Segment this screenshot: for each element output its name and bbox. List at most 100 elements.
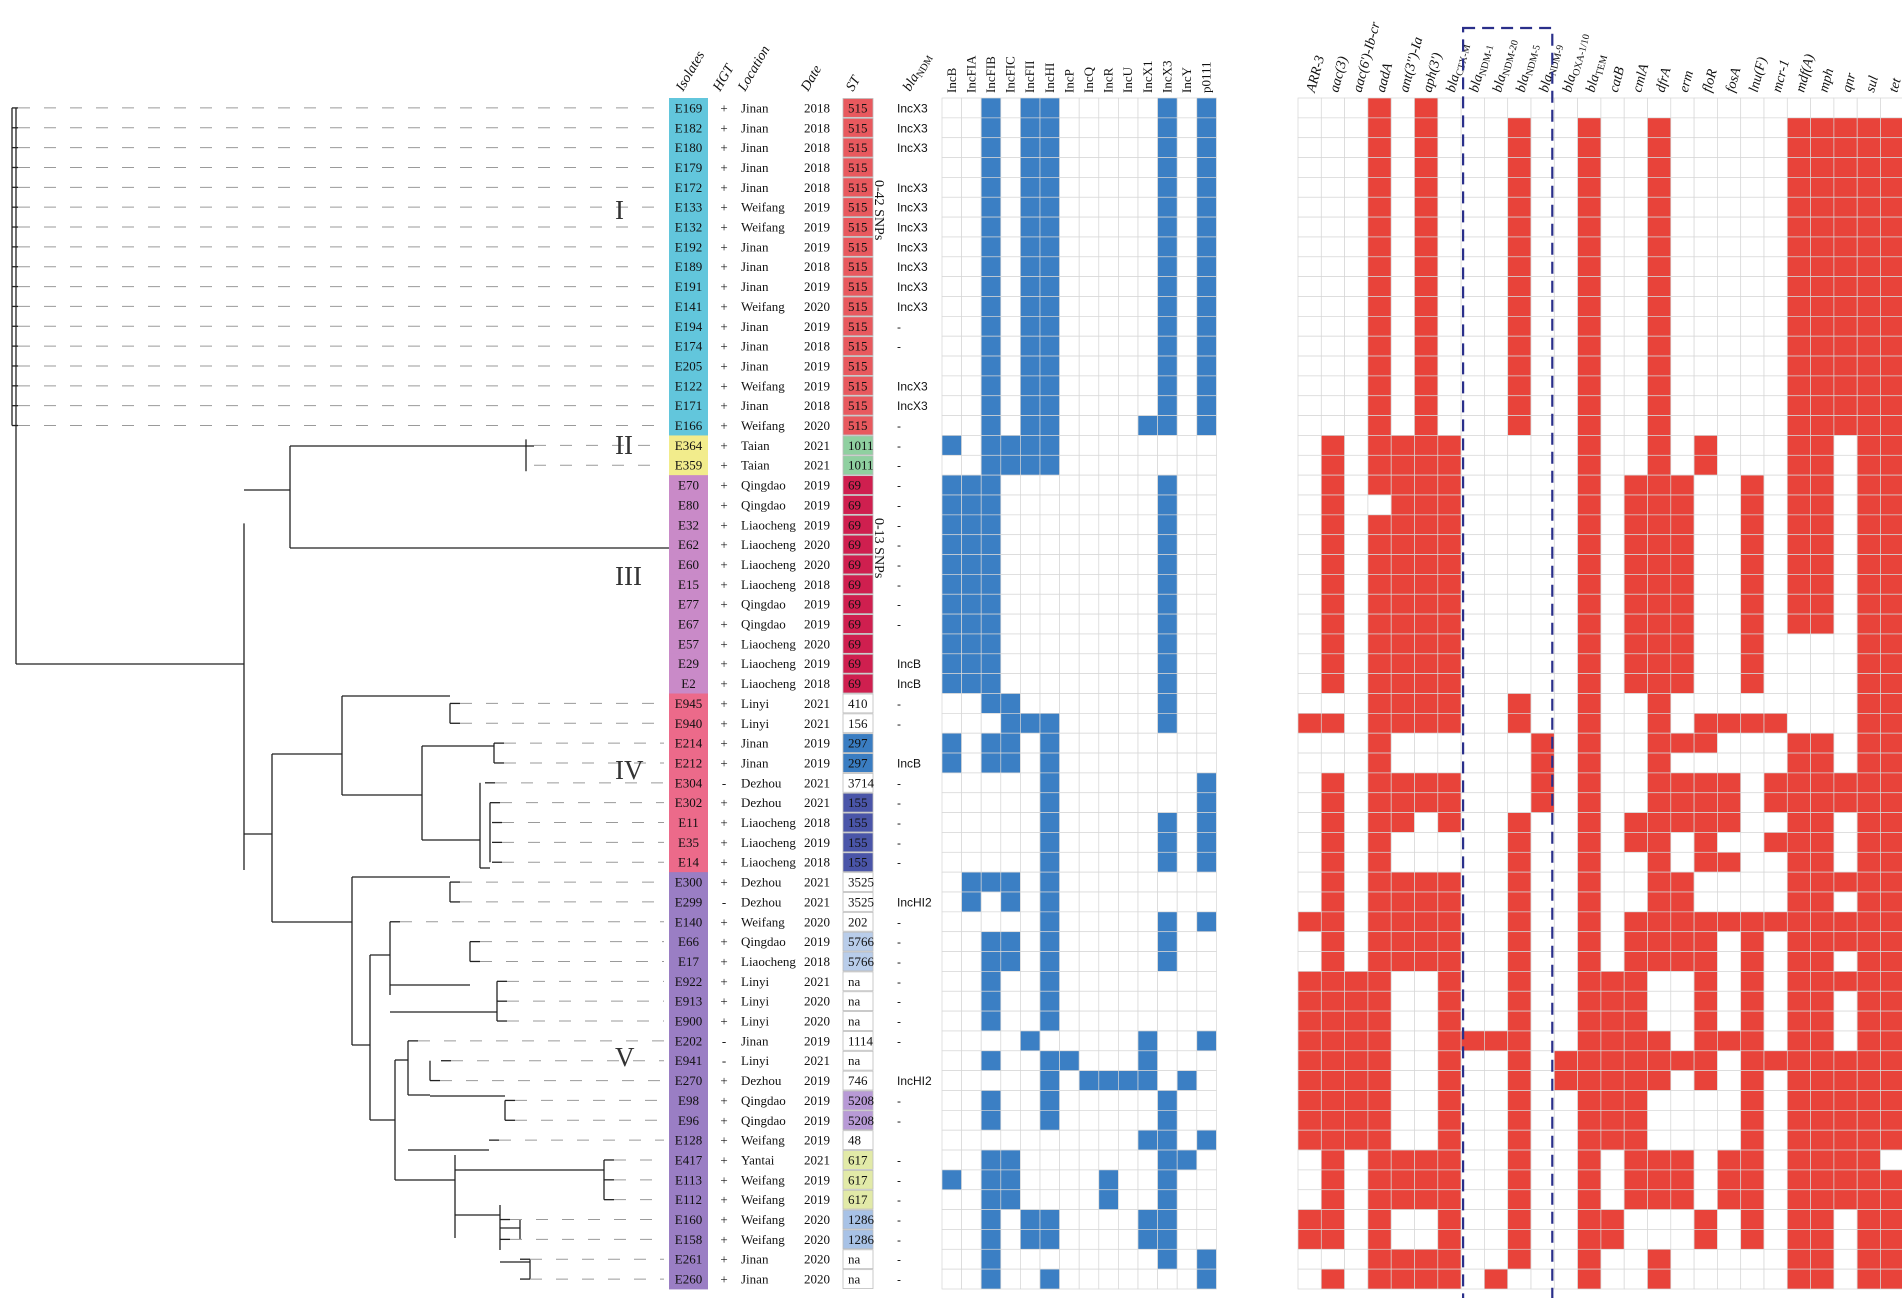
heatmap-cell-absent xyxy=(1344,1229,1369,1250)
heatmap-cell-absent xyxy=(1000,593,1021,615)
isolate-label: E214 xyxy=(675,736,703,751)
heatmap-cell-absent xyxy=(1484,216,1509,238)
heatmap-cell-absent xyxy=(1297,792,1322,813)
heatmap-cell-absent xyxy=(1000,673,1021,694)
hgt-value: + xyxy=(720,259,727,274)
heatmap-cell-present xyxy=(1196,355,1217,377)
heatmap-cell-present xyxy=(1880,931,1902,952)
heatmap-cell-absent xyxy=(1717,454,1742,476)
heatmap-cell-present xyxy=(1157,355,1178,377)
heatmap-cell-absent xyxy=(1176,435,1198,456)
st-value: 515 xyxy=(848,120,868,135)
heatmap-cell-present xyxy=(1157,693,1178,714)
heatmap-cell-present xyxy=(941,554,962,575)
heatmap-cell-absent xyxy=(1297,276,1322,297)
header-plasmid-part: IncR xyxy=(1101,67,1116,93)
st-value: 69 xyxy=(848,617,861,632)
heatmap-cell-absent xyxy=(1059,832,1080,853)
heatmap-cell-present xyxy=(1786,1229,1811,1250)
heatmap-cell-present xyxy=(1367,593,1392,615)
heatmap-cell-absent xyxy=(1059,454,1080,476)
heatmap-cell-present xyxy=(1320,534,1345,555)
heatmap-cell-absent xyxy=(1137,613,1158,635)
heatmap-cell-present xyxy=(1437,1229,1462,1250)
date-value: 2019 xyxy=(804,1113,830,1128)
heatmap-cell-absent xyxy=(1078,236,1100,258)
heatmap-cell-absent xyxy=(1553,256,1578,277)
heatmap-cell-absent xyxy=(1437,256,1462,277)
heatmap-cell-absent xyxy=(941,871,962,893)
heatmap-cell-absent xyxy=(1460,335,1485,357)
heatmap-cell-present xyxy=(1786,117,1811,139)
heatmap-cell-absent xyxy=(1176,1248,1198,1270)
st-cell-bg xyxy=(842,415,874,436)
heatmap-cell-absent xyxy=(1507,454,1532,476)
heatmap-cell-present xyxy=(1137,1070,1158,1091)
heatmap-cell-present xyxy=(1833,1050,1858,1072)
isolate-label: E60 xyxy=(678,557,699,572)
heatmap-cell-absent xyxy=(1623,137,1648,158)
heatmap-cell-present xyxy=(1670,514,1695,536)
heatmap-cell-absent xyxy=(1196,593,1217,615)
heatmap-cell-absent xyxy=(1118,990,1139,1012)
heatmap-cell-absent xyxy=(1833,693,1858,714)
heatmap-cell-present xyxy=(1196,832,1217,853)
heatmap-cell-absent xyxy=(1484,415,1509,436)
heatmap-cell-present xyxy=(1039,454,1060,476)
heatmap-cell-present xyxy=(1507,1209,1532,1230)
heatmap-cell-absent xyxy=(1118,474,1139,496)
heatmap-cell-absent xyxy=(1078,395,1100,416)
heatmap-cell-absent xyxy=(1137,951,1158,972)
heatmap-cell-absent xyxy=(1297,216,1322,238)
heatmap-cell-absent xyxy=(1118,1189,1139,1210)
heatmap-cell-absent xyxy=(1118,355,1139,377)
heatmap-cell-absent xyxy=(1137,832,1158,853)
heatmap-cell-absent xyxy=(1717,1070,1742,1091)
heatmap-cell-absent xyxy=(1390,971,1415,992)
heatmap-cell-absent xyxy=(1414,1209,1439,1230)
heatmap-cell-absent xyxy=(1098,157,1119,178)
location-value: Liaocheng xyxy=(741,855,796,870)
date-value: 2020 xyxy=(804,636,830,651)
st-value: 3525 xyxy=(848,875,874,890)
isolate-label: E194 xyxy=(675,319,703,334)
heatmap-cell-absent xyxy=(961,296,982,317)
heatmap-cell-absent xyxy=(1176,851,1198,873)
st-value: na xyxy=(848,974,861,989)
heatmap-cell-absent xyxy=(1460,931,1485,952)
heatmap-cell-absent xyxy=(1297,593,1322,615)
heatmap-cell-present xyxy=(1763,772,1788,794)
header-plasmid: IncHI xyxy=(1042,63,1057,93)
heatmap-cell-present xyxy=(980,256,1002,277)
heatmap-cell-present xyxy=(1367,256,1392,277)
heatmap-cell-present xyxy=(1810,1149,1835,1171)
heatmap-cell-absent xyxy=(1020,1129,1041,1151)
heatmap-cell-present xyxy=(1437,693,1462,714)
heatmap-cell-present xyxy=(1763,792,1788,813)
st-cell-bg xyxy=(842,634,874,654)
heatmap-cell-present xyxy=(1647,1070,1672,1091)
heatmap-cell-present xyxy=(1196,415,1217,436)
heatmap-cell-present xyxy=(1880,296,1902,317)
heatmap-cell-absent xyxy=(1600,514,1625,536)
heatmap-cell-absent xyxy=(1020,851,1041,873)
heatmap-cell-absent xyxy=(1297,454,1322,476)
heatmap-cell-absent xyxy=(1320,157,1345,178)
heatmap-cell-absent xyxy=(1390,1030,1415,1052)
heatmap-cell-present xyxy=(1367,474,1392,496)
heatmap-cell-present xyxy=(961,891,982,913)
heatmap-cell-present xyxy=(1577,1129,1602,1151)
heatmap-cell-absent xyxy=(1717,177,1742,198)
heatmap-cell-absent xyxy=(1118,851,1139,873)
isolate-cell-bg xyxy=(669,117,708,139)
heatmap-cell-absent xyxy=(1553,554,1578,575)
heatmap-cell-present xyxy=(1693,1229,1718,1250)
heatmap-cell-absent xyxy=(1530,1149,1555,1171)
isolate-label: E113 xyxy=(675,1172,702,1187)
heatmap-cell-present xyxy=(1507,1248,1532,1270)
heatmap-cell-absent xyxy=(1460,812,1485,833)
heatmap-cell-absent xyxy=(1039,613,1060,635)
heatmap-cell-absent xyxy=(1647,97,1672,119)
heatmap-cell-absent xyxy=(961,990,982,1012)
heatmap-cell-present xyxy=(1623,911,1648,933)
